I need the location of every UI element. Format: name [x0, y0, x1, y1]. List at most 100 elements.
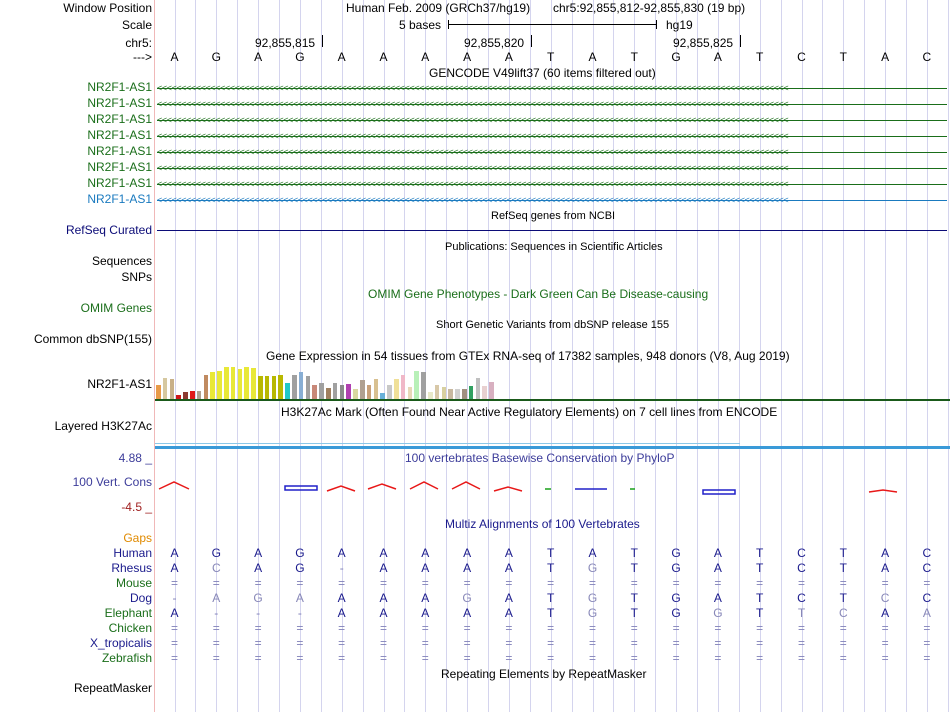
gtex-gene-label[interactable]: NR2F1-AS1 — [87, 377, 152, 391]
gtex-tissue-bar[interactable] — [162, 378, 168, 399]
gencode-gene-label[interactable]: NR2F1-AS1 — [87, 192, 152, 206]
multiz-track-title[interactable]: Multiz Alignments of 100 Vertebrates — [445, 517, 640, 531]
gencode-transcript[interactable]: <<<<<<<<<<<<<<<<<<<<<<<<<<<<<<<<<<<<<<<<… — [157, 179, 947, 190]
phylop-peak — [326, 485, 356, 492]
gtex-tissue-bar[interactable] — [428, 392, 433, 399]
gencode-transcript[interactable]: <<<<<<<<<<<<<<<<<<<<<<<<<<<<<<<<<<<<<<<<… — [157, 83, 947, 94]
alignment-base: = — [588, 621, 596, 635]
alignment-base: A — [463, 561, 472, 575]
gencode-gene-label[interactable]: NR2F1-AS1 — [87, 176, 152, 190]
gencode-gene-label[interactable]: NR2F1-AS1 — [87, 160, 152, 174]
gtex-tissue-bar[interactable] — [169, 379, 175, 399]
gencode-transcript[interactable]: <<<<<<<<<<<<<<<<<<<<<<<<<<<<<<<<<<<<<<<<… — [157, 131, 947, 142]
gencode-transcript[interactable]: <<<<<<<<<<<<<<<<<<<<<<<<<<<<<<<<<<<<<<<<… — [157, 99, 947, 110]
gencode-track-title[interactable]: GENCODE V49lift37 (60 items filtered out… — [429, 66, 656, 80]
gtex-tissue-bar[interactable] — [448, 389, 453, 399]
gtex-tissue-bar[interactable] — [441, 387, 447, 399]
gtex-tissue-bar[interactable] — [387, 385, 392, 399]
gtex-tissue-bar[interactable] — [230, 367, 236, 399]
base-guide-line — [781, 0, 782, 712]
gtex-tissue-bar[interactable] — [455, 389, 460, 399]
gtex-tissue-bar[interactable] — [468, 386, 474, 399]
gtex-tissue-bar[interactable] — [366, 385, 372, 399]
scale-bar — [448, 24, 657, 25]
gencode-transcript[interactable]: <<<<<<<<<<<<<<<<<<<<<<<<<<<<<<<<<<<<<<<<… — [157, 163, 947, 174]
gencode-gene-label[interactable]: NR2F1-AS1 — [87, 112, 152, 126]
gtex-tissue-bar[interactable] — [285, 383, 290, 399]
gtex-tissue-bar[interactable] — [414, 371, 419, 399]
gtex-tissue-bar[interactable] — [400, 375, 406, 399]
gtex-tissue-bar[interactable] — [394, 379, 399, 399]
gtex-track-title[interactable]: Gene Expression in 54 tissues from GTEx … — [266, 349, 790, 363]
omim-track-title[interactable]: OMIM Gene Phenotypes - Dark Green Can Be… — [368, 287, 709, 301]
gtex-tissue-bar[interactable] — [244, 367, 249, 399]
gtex-tissue-bar[interactable] — [353, 389, 358, 399]
omim-genes-label[interactable]: OMIM Genes — [80, 301, 152, 315]
gtex-tissue-bar[interactable] — [489, 382, 494, 399]
gencode-gene-label[interactable]: NR2F1-AS1 — [87, 96, 152, 110]
gtex-tissue-bar[interactable] — [196, 391, 202, 399]
gtex-tissue-bar[interactable] — [326, 388, 331, 399]
gtex-tissue-bar[interactable] — [176, 395, 181, 399]
gencode-transcript[interactable]: <<<<<<<<<<<<<<<<<<<<<<<<<<<<<<<<<<<<<<<<… — [157, 115, 947, 126]
publications-track-title[interactable]: Publications: Sequences in Scientific Ar… — [445, 241, 663, 253]
gtex-tissue-bar[interactable] — [332, 383, 338, 399]
gtex-tissue-bar[interactable] — [292, 375, 297, 399]
gtex-tissue-bar[interactable] — [380, 393, 385, 399]
gtex-tissue-bar[interactable] — [271, 376, 277, 399]
refseq-transcript[interactable] — [157, 230, 947, 231]
refseq-track-title[interactable]: RefSeq genes from NCBI — [491, 210, 616, 222]
base-guide-line — [927, 0, 928, 712]
repeatmasker-label[interactable]: RepeatMasker — [73, 681, 152, 695]
gtex-tissue-bar[interactable] — [319, 383, 324, 399]
gtex-tissue-bar[interactable] — [434, 385, 440, 399]
h3k27ac-track-title[interactable]: H3K27Ac Mark (Often Found Near Active Re… — [281, 405, 778, 419]
phylop-conservation-plot[interactable] — [155, 476, 950, 498]
gencode-gene-label[interactable]: NR2F1-AS1 — [87, 80, 152, 94]
gtex-tissue-bar[interactable] — [258, 376, 263, 399]
gtex-tissue-bar[interactable] — [462, 389, 467, 399]
gtex-tissue-bar[interactable] — [217, 371, 222, 399]
dbsnp-track-title[interactable]: Short Genetic Variants from dbSNP releas… — [436, 319, 670, 331]
phylop-track-label[interactable]: 100 Vert. Cons — [72, 475, 152, 489]
gtex-tissue-bar[interactable] — [312, 385, 317, 399]
track-area[interactable]: Human Feb. 2009 (GRCh37/hg19) chr5:92,85… — [155, 0, 950, 712]
snps-label[interactable]: SNPs — [121, 270, 152, 284]
gtex-tissue-bar[interactable] — [237, 369, 243, 399]
gencode-transcript[interactable]: <<<<<<<<<<<<<<<<<<<<<<<<<<<<<<<<<<<<<<<<… — [157, 147, 947, 158]
gencode-transcript[interactable]: <<<<<<<<<<<<<<<<<<<<<<<<<<<<<<<<<<<<<<<<… — [157, 195, 947, 206]
gtex-tissue-bar[interactable] — [421, 372, 426, 399]
gencode-gene-label[interactable]: NR2F1-AS1 — [87, 144, 152, 158]
gencode-gene-label[interactable]: NR2F1-AS1 — [87, 128, 152, 142]
gtex-tissue-bar[interactable] — [407, 387, 413, 399]
gtex-tissue-bar[interactable] — [183, 392, 188, 399]
phylop-peak — [868, 489, 898, 493]
gtex-tissue-bar[interactable] — [156, 385, 161, 399]
gtex-tissue-bar[interactable] — [305, 376, 311, 399]
gtex-tissue-bar[interactable] — [190, 391, 195, 399]
publications-label[interactable]: Sequences — [91, 254, 152, 268]
gtex-tissue-bar[interactable] — [210, 372, 215, 399]
gtex-tissue-bar[interactable] — [224, 367, 229, 399]
common-dbsnp-label[interactable]: Common dbSNP(155) — [33, 332, 152, 346]
alignment-base: C — [211, 561, 221, 575]
h3k27ac-signal[interactable] — [155, 446, 950, 449]
phylop-track-title[interactable]: 100 vertebrates Basewise Conservation by… — [405, 451, 675, 465]
repeatmasker-track-title[interactable]: Repeating Elements by RepeatMasker — [441, 667, 647, 681]
refseq-curated-label[interactable]: RefSeq Curated — [65, 223, 152, 237]
gtex-tissue-bar[interactable] — [251, 368, 256, 399]
gtex-tissue-bar[interactable] — [482, 386, 487, 399]
gtex-tissue-bar[interactable] — [339, 385, 345, 399]
gtex-tissue-bar[interactable] — [373, 379, 379, 399]
gtex-tissue-bar[interactable] — [298, 372, 304, 399]
gtex-tissue-bar[interactable] — [278, 375, 283, 399]
gtex-expression-bars[interactable] — [155, 363, 535, 399]
alignment-base: C — [922, 546, 932, 560]
gtex-tissue-bar[interactable] — [203, 375, 209, 399]
layered-h3k27ac-label[interactable]: Layered H3K27Ac — [54, 419, 152, 433]
gtex-tissue-bar[interactable] — [264, 376, 270, 399]
gtex-tissue-bar[interactable] — [475, 378, 481, 399]
gtex-tissue-bar[interactable] — [346, 384, 351, 399]
gtex-tissue-bar[interactable] — [360, 380, 365, 399]
